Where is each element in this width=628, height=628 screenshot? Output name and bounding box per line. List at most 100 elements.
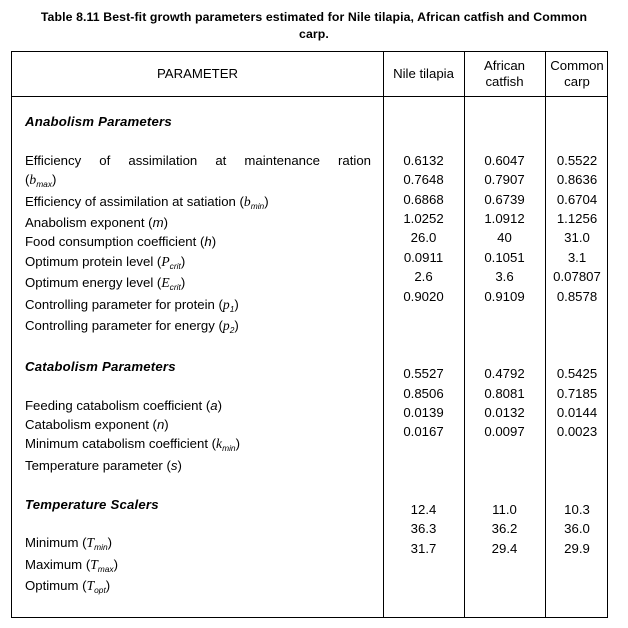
row-label-text: Optimum [25,578,79,594]
row-label-k-min: Minimum catabolism coefficient (kmin) [25,436,240,454]
column-header-african-catfish: African catfish [483,58,526,89]
subscript-crit: crit [169,282,181,293]
value-cell-african-catfish: 1.0912 [484,211,525,226]
value-cell-common-carp: 36.0 [564,521,590,537]
value-section-spacer [464,306,545,325]
value-cell-nile-tilapia: 0.6132 [403,152,444,168]
row-label-e-crit: Optimum energy level (Ecrit) [25,275,186,293]
value-cell-common-carp: 0.5425 [556,366,598,382]
row-label-text: Controlling parameter for energy [25,318,215,334]
subscript-min: min [250,200,265,211]
subscript-2: 2 [229,325,235,336]
row-label-a: Feeding catabolism coefficient (a) [25,397,222,413]
row-label-p1: Controlling parameter for protein (p1) [25,296,239,314]
value-cell-african-catfish: 40 [497,230,512,246]
value-cell-nile-tilapia: 0.7648 [403,172,444,188]
section-spacer [25,337,371,356]
value-cell-nile-tilapia: 0.5527 [403,366,444,382]
row-label-text: Catabolism exponent [25,417,149,433]
row-label-text: Minimum [25,535,79,551]
value-cell-african-catfish: 0.6739 [484,191,525,207]
row-label-text: Temperature parameter [25,457,163,473]
value-heading-spacer [383,461,464,480]
value-heading-spacer [383,345,464,364]
symbol-p: p [222,318,230,334]
row-label-s: Temperature parameter (s) [25,457,182,473]
symbol-a: a [210,397,218,413]
symbol-h: h [204,234,212,250]
value-cell-nile-tilapia: 1.0252 [403,211,444,226]
row-label-text: Efficiency of assimilation at maintenanc… [25,152,371,168]
value-section-spacer [464,442,545,461]
row-label-b-max: Efficiency of assimilation at maintenanc… [25,151,371,170]
section-spacer [25,475,371,494]
value-column-nile-tilapia: 0.6132 0.7648 0.6868 1.0252 26.0 0.0911 2.6 0.9… [383,97,464,617]
column-header-nile-tilapia: Nile tilapia [393,66,454,81]
subscript-max: max [97,563,114,574]
subscript-1: 1 [229,303,235,314]
row-label-b-min: Efficiency of assimilation at satiation … [25,193,269,211]
table-header-row: PARAMETER Nile tilapia African catfish C… [12,52,607,97]
section-spacer [25,131,371,150]
value-heading-spacer [383,481,464,500]
value-section-spacer [545,306,609,325]
row-label-h: Food consumption coefficient (h) [25,234,217,250]
table-body: Anabolism Parameters Efficiency of assim… [12,97,607,617]
value-cell-nile-tilapia: 12.4 [410,502,437,517]
column-header-common-carp: Common carp [550,58,604,89]
value-heading-spacer [383,325,464,344]
symbol-k: k [216,436,223,452]
value-cell-african-catfish: 36.2 [491,521,518,537]
value-cell-common-carp: 3.1 [567,249,587,265]
row-label-text: Optimum protein level [25,253,154,269]
value-heading-spacer [545,461,609,480]
value-heading-spacer [545,345,609,364]
value-cell-african-catfish: 0.7907 [484,172,525,188]
row-label-text: Anabolism exponent [25,215,145,231]
value-cell-common-carp: 0.6704 [556,191,598,207]
value-cell-common-carp: 29.9 [564,540,590,556]
value-cell-common-carp: 0.8578 [556,288,598,304]
value-cell-nile-tilapia: 0.8506 [403,385,444,401]
symbol-T: T [86,535,95,551]
value-heading-spacer [383,131,464,150]
value-column-common-carp: 0.5522 0.8636 0.6704 1.1256 31.0 3.1 0.07807 0.… [545,97,609,617]
value-heading-spacer [545,112,609,131]
subscript-min: min [94,542,108,553]
subscript-opt: opt [94,585,106,596]
value-cell-nile-tilapia: 2.6 [414,269,433,285]
value-cell-nile-tilapia: 0.0911 [403,249,444,265]
value-cell-african-catfish: 0.9109 [484,288,525,304]
parameters-table: PARAMETER Nile tilapia African catfish C… [11,51,608,618]
row-label-t-max: Maximum (Tmax) [25,556,119,574]
subscript-crit: crit [169,260,181,271]
parameter-label-column: Anabolism Parameters Efficiency of assim… [12,97,383,617]
value-cell-african-catfish: 0.4792 [484,366,525,382]
row-label-text: Feeding catabolism coefficient [25,397,203,413]
symbol-b: b [243,193,251,209]
value-cell-african-catfish: 11.0 [492,502,517,517]
value-cell-nile-tilapia: 36.3 [410,521,437,537]
value-cell-common-carp: 0.0144 [556,405,598,421]
value-cell-common-carp: 0.07807 [553,269,601,285]
value-cell-nile-tilapia: 0.0167 [403,424,444,440]
column-divider-2 [464,52,465,617]
value-cell-common-carp: 10.3 [564,502,590,517]
symbol-s: s [170,457,178,473]
symbol-n: n [156,417,165,433]
column-divider-1 [383,52,384,617]
value-cell-african-catfish: 0.1051 [484,249,525,265]
row-label-text: Efficiency of assimilation at satiation [25,193,236,209]
value-cell-nile-tilapia: 0.6868 [403,191,444,207]
row-label-text: Food consumption coefficient [25,234,197,250]
value-cell-common-carp: 1.1256 [556,211,598,226]
row-label-b-max-symbol: (bmax) [25,172,57,190]
value-heading-spacer [464,481,545,500]
value-heading-spacer [464,131,545,150]
symbol-T: T [90,556,98,572]
symbol-E: E [161,275,170,291]
row-label-p2: Controlling parameter for energy (p2) [25,318,239,336]
value-heading-spacer [464,325,545,344]
value-cell-african-catfish: 0.0132 [484,405,525,421]
row-label-m: Anabolism exponent (m) [25,215,168,231]
